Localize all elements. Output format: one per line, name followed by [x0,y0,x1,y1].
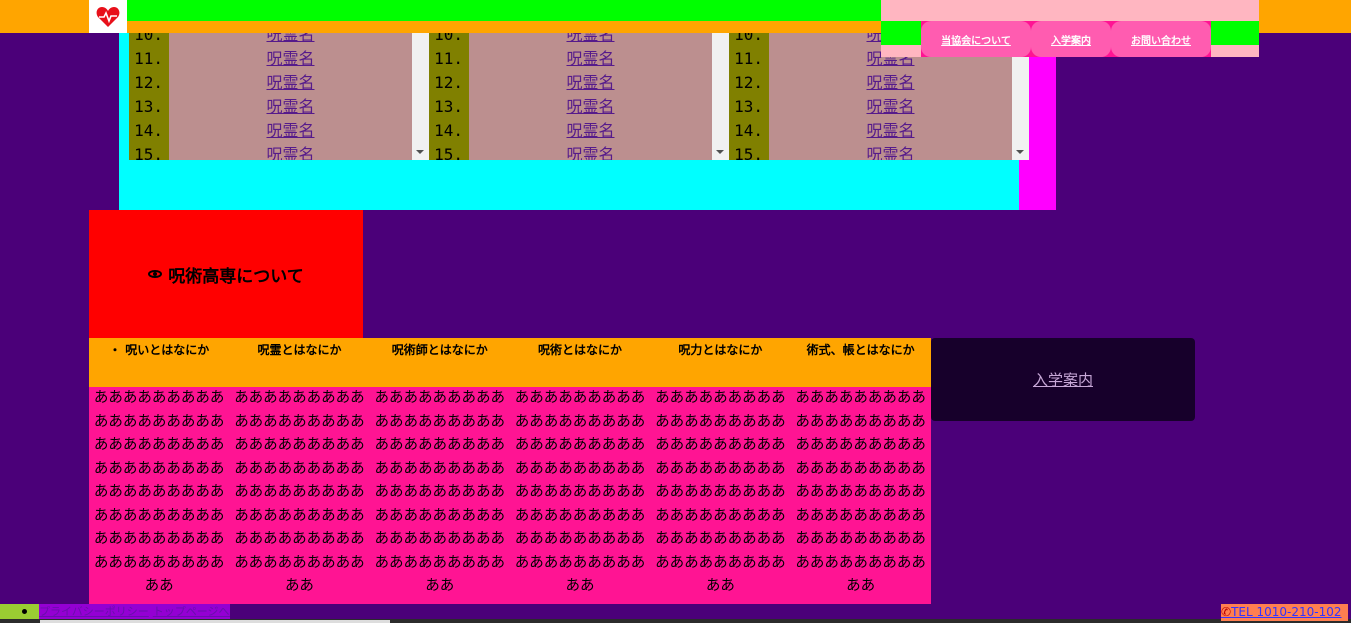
list-item: 13. 呪霊名 [429,95,712,119]
tab-curse[interactable]: ・ 呪いとはなにか [109,343,210,357]
bottom-strip [0,619,1351,623]
curse-list-2[interactable]: 10. 呪霊名 11. 呪霊名 12. 呪霊名 13. 呪霊名 14. 呪霊名 15. 呪霊名 [429,33,729,160]
item-number: 14. [434,121,463,140]
item-number: 15. [734,145,763,160]
curse-list-1[interactable]: 10. 呪霊名 11. 呪霊名 12. 呪霊名 13. 呪霊名 14. 呪霊名 15. 呪霊名 [129,33,429,160]
header-bar [127,0,881,21]
topic-text: ああああああああああああああああああああああああああああああああああああああああ… [795,390,926,594]
list-item: 11. 呪霊名 [129,47,412,71]
tel-link[interactable]: ✆TEL 1010-210-102 [1221,604,1348,621]
item-number: 11. [134,49,163,68]
curse-name-link[interactable]: 呪霊名 [566,97,615,116]
scroll-down-arrow-icon[interactable] [416,150,424,154]
item-number: 12. [434,73,463,92]
tab-cursed-energy[interactable]: 呪力とはなにか [678,343,763,357]
tab-cursed-spirit[interactable]: 呪霊とはなにか [257,343,342,357]
heart-pulse-icon [96,6,120,27]
item-number: 13. [134,97,163,116]
scrollbar[interactable] [1012,33,1029,160]
list-item: 15. 呪霊名 [729,143,1012,160]
logo[interactable] [89,0,127,33]
list-item: 14. 呪霊名 [429,119,712,143]
curse-name-link[interactable]: 呪霊名 [566,33,615,44]
tab-technique[interactable]: 術式、帳とはなにか [806,343,915,357]
header-underbar [127,21,881,33]
curse-name-link[interactable]: 呪霊名 [866,145,915,160]
bullet-icon [22,609,27,614]
curse-name-link[interactable]: 呪霊名 [266,97,315,116]
eye-icon [148,270,163,278]
item-number: 12. [734,73,763,92]
curse-name-link[interactable]: 呪霊名 [866,73,915,92]
curse-name-link[interactable]: 呪霊名 [866,97,915,116]
list-item: 15. 呪霊名 [429,143,712,160]
horizontal-scrollbar[interactable] [40,620,390,623]
list-item: 12. 呪霊名 [129,71,412,95]
list-item: 13. 呪霊名 [129,95,412,119]
topic-text: ああああああああああああああああああああああああああああああああああああああああ… [514,390,646,594]
topic-text: ああああああああああああああああああああああああああああああああああああああああ… [374,390,505,594]
topic-text: ああああああああああああああああああああああああああああああああああああああああ… [234,390,365,594]
item-number: 10. [734,33,763,44]
phone-icon: ✆ [1221,605,1232,619]
list-item: 15. 呪霊名 [129,143,412,160]
item-number: 11. [434,49,463,68]
item-number: 10. [134,33,163,44]
nav-menu: 当協会について 入学案内 お問い合わせ [921,21,1211,57]
footer-links: プライバシーポリシートップページへ戻る [39,604,230,619]
topic-text: ああああああああああああああああああああああああああああああああああああああああ… [93,390,225,594]
back-to-top-link[interactable]: トップページへ戻る [152,605,230,618]
scroll-down-arrow-icon[interactable] [716,150,724,154]
scrollbar[interactable] [712,33,729,160]
admission-link[interactable]: 入学案内 [1032,371,1093,389]
about-heading-box: 呪術高専について [89,210,363,338]
list-item: 14. 呪霊名 [729,119,1012,143]
list-item: 13. 呪霊名 [729,95,1012,119]
about-title: 呪術高専について [168,266,304,287]
item-number: 12. [134,73,163,92]
item-number: 13. [734,97,763,116]
list-item: 11. 呪霊名 [429,47,712,71]
nav-admission[interactable]: 入学案内 [1031,21,1111,57]
topic-tabs: ・ 呪いとはなにか 呪霊とはなにか 呪術師とはなにか 呪術とはなにか 呪力とはな… [89,338,931,387]
nav-contact[interactable]: お問い合わせ [1111,21,1211,57]
privacy-policy-link[interactable]: プライバシーポリシー [39,605,149,618]
item-number: 13. [434,97,463,116]
topic-text: ああああああああああああああああああああああああああああああああああああああああ… [655,390,786,594]
curse-name-link[interactable]: 呪霊名 [266,33,315,44]
list-item: 14. 呪霊名 [129,119,412,143]
item-number: 11. [734,49,763,68]
list-item: 10. 呪霊名 [429,33,712,47]
admission-box: 入学案内 [931,338,1195,421]
item-number: 10. [434,33,463,44]
list-item: 12. 呪霊名 [429,71,712,95]
curse-name-link[interactable]: 呪霊名 [566,145,615,160]
topic-content: ああああああああああああああああああああああああああああああああああああああああ… [89,387,931,604]
curse-name-link[interactable]: 呪霊名 [866,121,915,140]
scroll-down-arrow-icon[interactable] [1016,150,1024,154]
curse-name-link[interactable]: 呪霊名 [566,121,615,140]
curse-name-link[interactable]: 呪霊名 [266,145,315,160]
curse-name-link[interactable]: 呪霊名 [566,73,615,92]
tel-number: TEL 1010-210-102 [1231,605,1342,619]
footer-bullet-box [0,604,39,619]
curse-name-link[interactable]: 呪霊名 [266,121,315,140]
curse-name-link[interactable]: 呪霊名 [566,49,615,68]
item-number: 14. [734,121,763,140]
scrollbar[interactable] [412,33,429,160]
item-number: 15. [434,145,463,160]
list-item: 10. 呪霊名 [129,33,412,47]
item-number: 15. [134,145,163,160]
list-item: 12. 呪霊名 [729,71,1012,95]
tab-jujutsu[interactable]: 呪術とはなにか [538,343,623,357]
item-number: 14. [134,121,163,140]
curse-name-link[interactable]: 呪霊名 [266,49,315,68]
curse-name-link[interactable]: 呪霊名 [266,73,315,92]
nav-about[interactable]: 当協会について [921,21,1031,57]
tab-sorcerer[interactable]: 呪術師とはなにか [391,343,488,357]
